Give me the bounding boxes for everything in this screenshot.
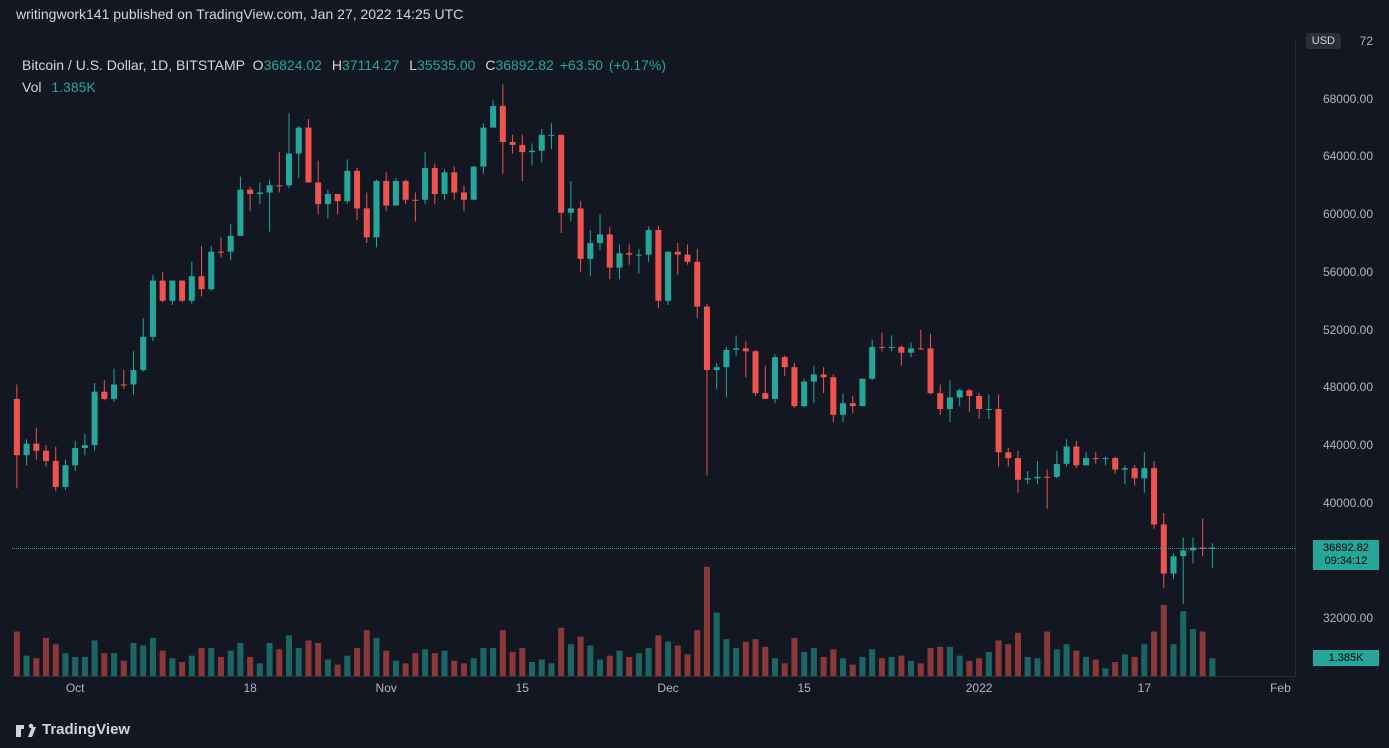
volume-badge: 1.385K: [1313, 650, 1379, 666]
price-tick: 52000.00: [1323, 323, 1373, 337]
c-value: 36892.82: [495, 57, 553, 73]
price-badge-value: 36892.82: [1319, 542, 1373, 555]
branding-footer: TradingView: [16, 721, 130, 738]
tradingview-logo-icon: [16, 723, 36, 737]
h-value: 37114.27: [342, 57, 399, 73]
time-tick: 15: [797, 681, 810, 695]
price-tick: 72: [1360, 34, 1373, 48]
candlestick-chart[interactable]: [12, 41, 1295, 676]
publish-text: writingwork141 published on TradingView.…: [16, 6, 463, 22]
change-value: +63.50: [560, 57, 603, 73]
chart-area[interactable]: USD 36892.82 09:34:12 1.385K 7268000.006…: [12, 40, 1379, 702]
o-value: 36824.02: [264, 57, 322, 73]
pair-label: Bitcoin / U.S. Dollar, 1D, BITSTAMP: [22, 57, 245, 73]
brand-name: TradingView: [42, 721, 130, 738]
price-tick: 68000.00: [1323, 92, 1373, 106]
o-label: O: [253, 57, 264, 73]
current-price-badge: 36892.82 09:34:12: [1313, 540, 1379, 570]
time-scale[interactable]: Oct 18 Nov 15 Dec 15 2022 17 Feb: [12, 676, 1295, 702]
vol-label: Vol: [22, 79, 41, 95]
time-tick: Dec: [657, 681, 678, 695]
time-tick: 2022: [966, 681, 993, 695]
price-scale[interactable]: 7268000.0064000.0060000.0056000.0052000.…: [1295, 41, 1379, 676]
time-tick: 18: [243, 681, 256, 695]
current-price-line: [12, 548, 1295, 549]
price-tick: 48000.00: [1323, 380, 1373, 394]
time-tick: 17: [1138, 681, 1151, 695]
c-label: C: [485, 57, 495, 73]
price-tick: 60000.00: [1323, 207, 1373, 221]
vol-value: 1.385K: [51, 79, 95, 95]
time-tick: Oct: [66, 681, 85, 695]
price-tick: 44000.00: [1323, 438, 1373, 452]
time-tick: Feb: [1270, 681, 1291, 695]
price-tick: 64000.00: [1323, 149, 1373, 163]
l-label: L: [409, 57, 417, 73]
time-tick: Nov: [376, 681, 397, 695]
publish-header: writingwork141 published on TradingView.…: [0, 0, 1389, 28]
currency-badge[interactable]: USD: [1306, 33, 1341, 49]
l-value: 35535.00: [417, 57, 475, 73]
h-label: H: [332, 57, 342, 73]
price-tick: 40000.00: [1323, 496, 1373, 510]
price-tick: 32000.00: [1323, 611, 1373, 625]
time-tick: 15: [516, 681, 529, 695]
change-pct: (+0.17%): [609, 57, 666, 73]
price-tick: 56000.00: [1323, 265, 1373, 279]
countdown-value: 09:34:12: [1319, 555, 1373, 568]
chart-legend: Bitcoin / U.S. Dollar, 1D, BITSTAMP O368…: [22, 54, 668, 99]
